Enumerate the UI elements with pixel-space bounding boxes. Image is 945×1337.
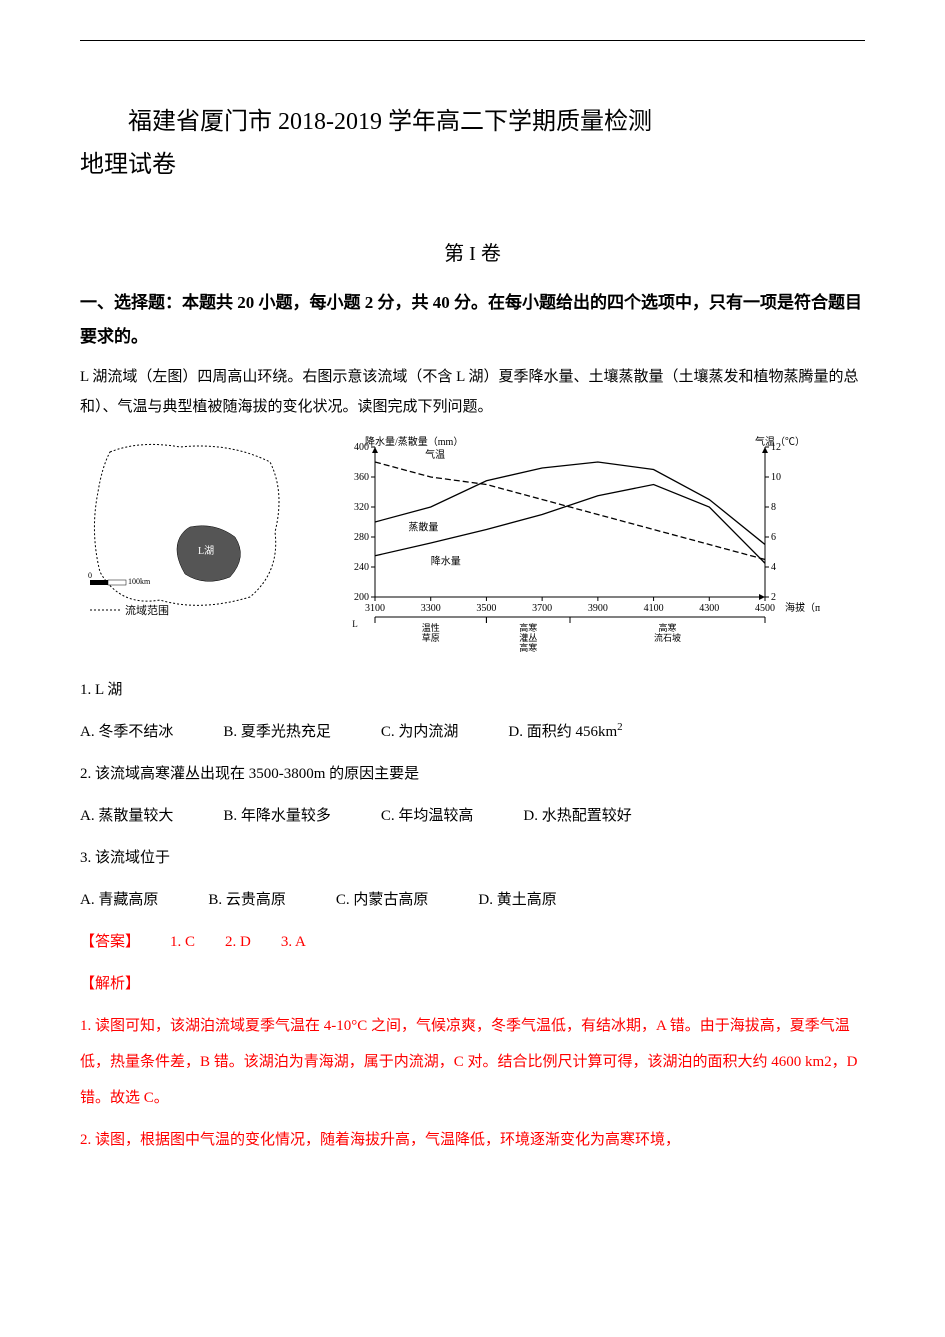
legend-label: 流域范围 [125,603,169,617]
svg-text:气温: 气温 [425,448,445,461]
instruction: 一、选择题：本题共 20 小题，每小题 2 分，共 40 分。在每小题给出的四个… [80,286,865,354]
q1-stem: 1. L 湖 [80,672,865,708]
svg-text:320: 320 [354,502,369,513]
svg-text:6: 6 [771,532,776,543]
q1-opt-b: B. 夏季光热充足 [223,714,331,750]
svg-text:3900: 3900 [588,603,608,614]
q1-num: 1. [80,682,91,698]
q2-num: 2. [80,766,91,782]
svg-text:气温（℃）: 气温（℃） [755,435,805,448]
svg-text:高寒: 高寒 [658,622,676,633]
scale-label: 100km [128,577,151,586]
svg-text:4: 4 [771,562,776,573]
svg-text:2: 2 [771,592,776,603]
svg-text:蒸散量: 蒸散量 [408,521,438,534]
q1-text: L 湖 [95,682,122,698]
q1-opt-a: A. 冬季不结冰 [80,714,173,750]
q1-opt-d: D. 面积约 456km2 [508,714,622,750]
jiexi-label: 【解析】 [80,966,865,1002]
q3-opt-b: B. 云贵高原 [208,882,286,918]
q3-opt-a: A. 青藏高原 [80,882,158,918]
title-line2: 地理试卷 [80,144,865,187]
svg-text:200: 200 [354,592,369,603]
top-divider [80,40,865,41]
svg-text:3100: 3100 [365,603,385,614]
answer-label: 【答案】 [80,934,140,950]
q2-opt-c: C. 年均温较高 [381,798,474,834]
svg-text:L: L [352,619,358,629]
svg-text:3500: 3500 [476,603,496,614]
chart-figure: 2002402803203604002468101231003300350037… [320,432,820,652]
svg-text:8: 8 [771,502,776,513]
svg-text:海拔（m）: 海拔（m） [785,601,820,614]
title-block: 福建省厦门市 2018-2019 学年高二下学期质量检测 地理试卷 [80,101,865,187]
answer-line: 【答案】 1. C 2. D 3. A [80,924,865,960]
q2-opt-b: B. 年降水量较多 [223,798,331,834]
svg-text:灌丛: 灌丛 [519,632,537,643]
explanation-2: 2. 读图，根据图中气温的变化情况，随着海拔升高，气温降低，环境逐渐变化为高寒环… [80,1122,865,1158]
svg-text:3700: 3700 [532,603,552,614]
svg-text:草原: 草原 [422,632,440,643]
answer-1: 1. C [170,934,195,950]
q1-opt-d-sup: 2 [617,721,623,733]
q1-opt-d-text: D. 面积约 456km [508,724,617,740]
svg-text:流石坡: 流石坡 [654,632,681,643]
q2-stem: 2. 该流域高寒灌丛出现在 3500-3800m 的原因主要是 [80,756,865,792]
title-line1: 福建省厦门市 2018-2019 学年高二下学期质量检测 [80,101,865,144]
svg-text:降水量: 降水量 [431,555,461,568]
lake-label: L湖 [198,545,214,557]
svg-text:温性: 温性 [422,622,440,633]
figures-row: L湖 0 100km 流域范围 200240280320360400246810… [80,432,865,652]
svg-text:3300: 3300 [421,603,441,614]
q1-opt-c: C. 为内流湖 [381,714,459,750]
q3-text: 该流域位于 [95,850,170,866]
answer-2: 2. D [225,934,251,950]
q2-options: A. 蒸散量较大 B. 年降水量较多 C. 年均温较高 D. 水热配置较好 [80,798,865,834]
svg-text:高寒: 高寒 [519,642,537,652]
svg-text:降水量/蒸散量（mm）: 降水量/蒸散量（mm） [365,435,463,448]
q2-text: 该流域高寒灌丛出现在 3500-3800m 的原因主要是 [95,766,419,782]
q3-opt-c: C. 内蒙古高原 [336,882,429,918]
svg-text:280: 280 [354,532,369,543]
svg-text:高寒: 高寒 [519,622,537,633]
svg-text:4300: 4300 [699,603,719,614]
q1-options: A. 冬季不结冰 B. 夏季光热充足 C. 为内流湖 D. 面积约 456km2 [80,714,865,750]
scale-zero: 0 [88,571,92,580]
q3-stem: 3. 该流域位于 [80,840,865,876]
svg-text:240: 240 [354,562,369,573]
q2-opt-a: A. 蒸散量较大 [80,798,173,834]
svg-text:4100: 4100 [644,603,664,614]
q3-opt-d: D. 黄土高原 [478,882,556,918]
q2-opt-d: D. 水热配置较好 [523,798,631,834]
svg-text:360: 360 [354,472,369,483]
scale-bar-1 [90,580,108,585]
q3-options: A. 青藏高原 B. 云贵高原 C. 内蒙古高原 D. 黄土高原 [80,882,865,918]
section-heading: 第 I 卷 [80,237,865,266]
svg-text:4500: 4500 [755,603,775,614]
explanation-1: 1. 读图可知，该湖泊流域夏季气温在 4-10°C 之间，气候凉爽，冬季气温低，… [80,1008,865,1116]
q3-num: 3. [80,850,91,866]
context-paragraph: L 湖流域（左图）四周高山环绕。右图示意该流域（不含 L 湖）夏季降水量、土壤蒸… [80,362,865,422]
scale-bar-2 [108,580,126,585]
map-figure: L湖 0 100km 流域范围 [80,432,300,622]
svg-text:10: 10 [771,472,781,483]
answer-3: 3. A [281,934,306,950]
